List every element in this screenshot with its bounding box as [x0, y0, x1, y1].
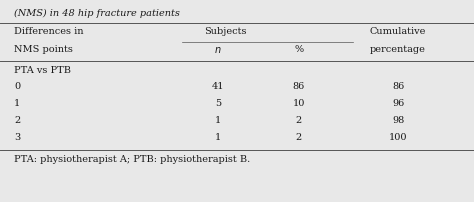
- Text: 2: 2: [14, 116, 20, 125]
- Text: 86: 86: [292, 82, 305, 91]
- Text: Differences in: Differences in: [14, 27, 84, 36]
- Text: 96: 96: [392, 99, 404, 108]
- Text: (NMS) in 48 hip fracture patients: (NMS) in 48 hip fracture patients: [14, 9, 180, 18]
- Text: NMS points: NMS points: [14, 45, 73, 55]
- Text: 5: 5: [215, 99, 221, 108]
- Text: 98: 98: [392, 116, 404, 125]
- Text: 3: 3: [14, 133, 20, 142]
- Text: $\it{n}$: $\it{n}$: [214, 45, 222, 56]
- Text: 2: 2: [295, 133, 302, 142]
- Text: %: %: [294, 45, 303, 55]
- Text: percentage: percentage: [370, 45, 426, 55]
- Text: 41: 41: [212, 82, 224, 91]
- Text: PTA vs PTB: PTA vs PTB: [14, 66, 71, 75]
- Text: Subjects: Subjects: [204, 27, 246, 36]
- Text: Cumulative: Cumulative: [370, 27, 426, 36]
- Text: 86: 86: [392, 82, 404, 91]
- Text: 100: 100: [389, 133, 408, 142]
- Text: 1: 1: [215, 133, 221, 142]
- Text: 10: 10: [292, 99, 305, 108]
- Text: 1: 1: [14, 99, 20, 108]
- Text: 0: 0: [14, 82, 20, 91]
- Text: 2: 2: [295, 116, 302, 125]
- Text: PTA: physiotherapist A; PTB: physiotherapist B.: PTA: physiotherapist A; PTB: physiothera…: [14, 155, 250, 164]
- Text: 1: 1: [215, 116, 221, 125]
